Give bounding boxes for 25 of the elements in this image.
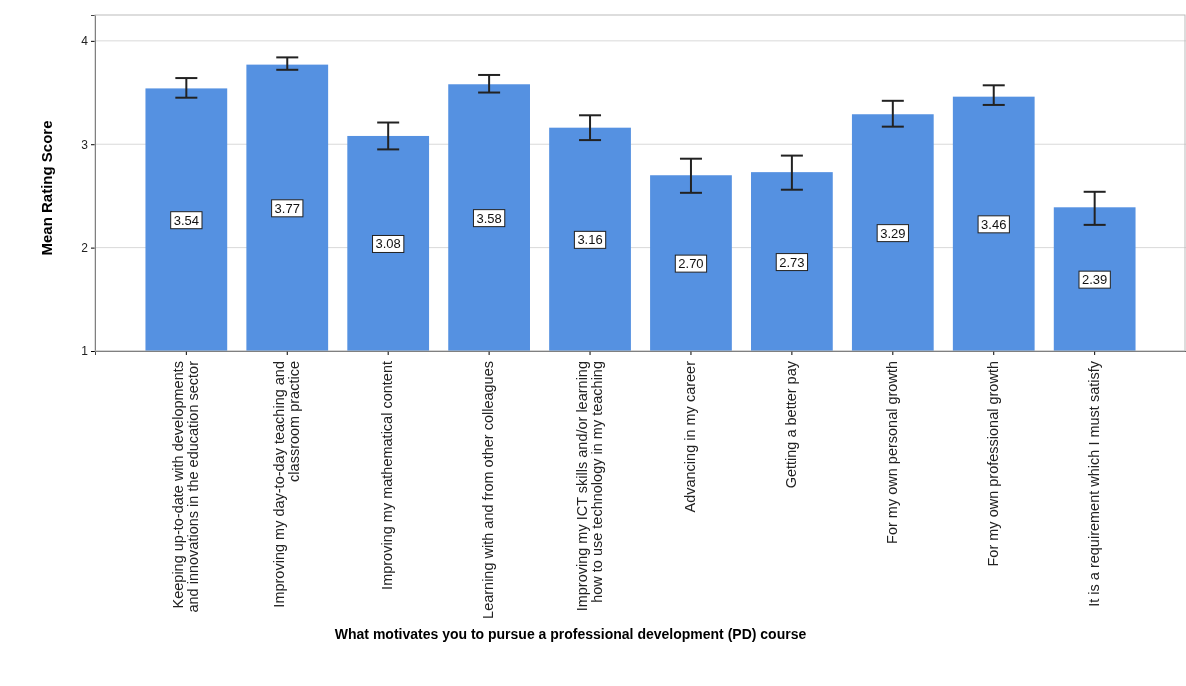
x-tick-label: Advancing in my career bbox=[681, 360, 698, 513]
y-tick-label: 2 bbox=[81, 240, 89, 255]
data-label: 3.77 bbox=[274, 200, 300, 216]
x-axis-title: What motivates you to pursue a professional development (PD) course bbox=[334, 625, 807, 642]
y-tick-label: 4 bbox=[81, 34, 89, 49]
data-label: 3.29 bbox=[880, 225, 906, 241]
data-label: 3.58 bbox=[476, 210, 502, 226]
x-tick-label: Keeping up-to-date with developments and innovations in the education sector bbox=[169, 360, 201, 613]
y-axis-title: Mean Rating Score bbox=[38, 120, 55, 256]
x-tick-label: It is a requirement which I must satisfy bbox=[1085, 360, 1102, 607]
data-label: 3.46 bbox=[981, 216, 1007, 232]
x-tick-label: Improving my ICT skills and/or learning how to use technology in my teaching bbox=[573, 361, 605, 612]
data-label: 3.54 bbox=[173, 212, 199, 228]
x-tick-label: Improving my mathematical content bbox=[379, 361, 396, 590]
y-tick-label: 3 bbox=[81, 137, 89, 152]
data-label: 2.39 bbox=[1082, 272, 1108, 288]
data-label: 3.16 bbox=[577, 232, 603, 248]
data-label: 3.08 bbox=[375, 236, 401, 252]
data-label: 2.70 bbox=[678, 256, 704, 272]
x-tick-label: For my own personal growth bbox=[883, 361, 900, 544]
x-tick-label: For my own professional growth bbox=[984, 361, 1001, 567]
y-tick-label: 1 bbox=[81, 344, 89, 359]
data-label: 2.73 bbox=[779, 254, 805, 270]
x-tick-label: Learning with and from other colleagues bbox=[480, 361, 497, 619]
x-tick-label: Getting a better pay bbox=[782, 360, 799, 489]
